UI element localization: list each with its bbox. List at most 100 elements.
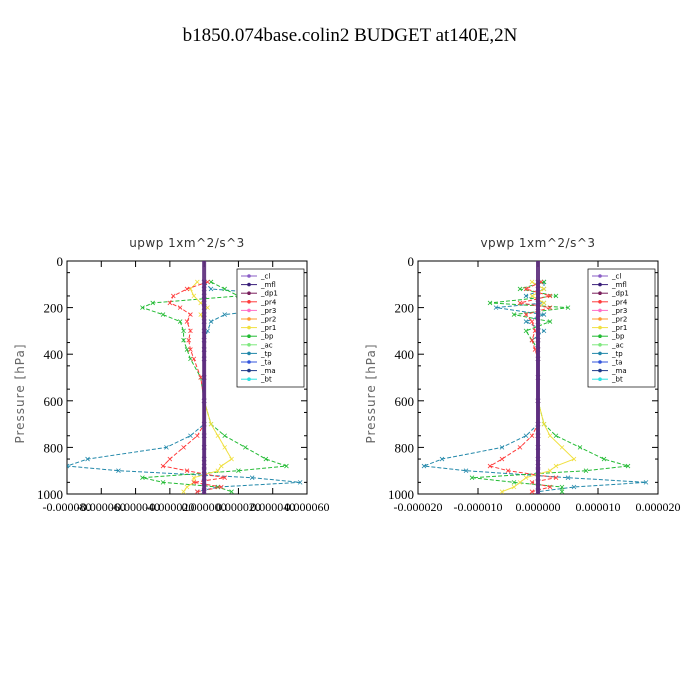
data-point bbox=[547, 433, 553, 439]
data-point bbox=[208, 421, 214, 427]
data-point bbox=[559, 484, 565, 490]
data-point bbox=[511, 480, 517, 485]
data-point bbox=[517, 480, 523, 485]
data-point bbox=[177, 319, 183, 324]
data-point bbox=[559, 445, 565, 450]
data-point bbox=[499, 489, 505, 494]
x-tick-label: -0.000020 bbox=[394, 500, 443, 514]
data-point bbox=[529, 489, 535, 494]
data-point bbox=[565, 305, 571, 310]
data-point bbox=[205, 279, 210, 285]
series-line bbox=[488, 281, 557, 493]
data-point bbox=[541, 328, 547, 334]
data-point bbox=[184, 484, 190, 490]
data-point bbox=[499, 456, 505, 462]
data-point bbox=[601, 456, 607, 462]
x-tick-label: -0.000080 bbox=[43, 500, 92, 514]
data-point bbox=[547, 484, 553, 490]
data-point bbox=[249, 475, 255, 480]
data-point bbox=[553, 293, 559, 299]
data-point bbox=[167, 456, 173, 462]
legend-marker bbox=[247, 291, 251, 296]
plot-frame bbox=[66, 260, 308, 495]
data-point bbox=[222, 433, 227, 439]
data-point bbox=[198, 375, 203, 380]
legend: _cl_mfl_dp1_pr4_pr3_pr2_pr1_bp_ac_tp_ta_… bbox=[587, 268, 656, 388]
data-point bbox=[160, 312, 166, 317]
data-point bbox=[222, 312, 227, 317]
legend-marker bbox=[598, 334, 602, 339]
data-point bbox=[529, 293, 535, 299]
panel-vpwp: vpwp 1xm^2/s^3 0 200 400 600 800 1000-0.000020… bbox=[364, 236, 681, 514]
data-point bbox=[553, 463, 559, 469]
y-tick-label: 600 bbox=[395, 394, 415, 409]
data-point bbox=[150, 300, 155, 306]
y-tick-label: 200 bbox=[395, 301, 415, 316]
plot-area bbox=[421, 261, 649, 494]
data-point bbox=[198, 300, 203, 306]
data-point bbox=[188, 356, 193, 362]
legend-entry: _ma bbox=[611, 367, 627, 375]
legend-entry: _bt bbox=[260, 376, 272, 384]
legend-entry: _ta bbox=[260, 359, 272, 367]
legend-entry: _ma bbox=[260, 367, 276, 375]
x-tick-label: 0.000000 bbox=[516, 500, 561, 514]
legend-marker bbox=[598, 325, 602, 330]
data-point bbox=[529, 480, 535, 485]
x-tick-label: 0.000040 bbox=[250, 500, 295, 514]
data-point bbox=[523, 286, 529, 292]
y-tick-label: 400 bbox=[395, 347, 415, 362]
data-point bbox=[188, 347, 193, 352]
legend-entry: _pr4 bbox=[260, 298, 277, 306]
legend-marker bbox=[598, 274, 602, 278]
x-tick-label: -0.000020 bbox=[145, 500, 194, 514]
data-point bbox=[181, 337, 186, 343]
legend-entry: _ac bbox=[611, 341, 624, 349]
data-point bbox=[191, 293, 197, 299]
data-point bbox=[181, 328, 186, 334]
data-point bbox=[529, 279, 535, 285]
data-point bbox=[208, 319, 214, 324]
x-tick-label: -0.000010 bbox=[454, 500, 503, 514]
legend-entry: _pr2 bbox=[260, 316, 276, 324]
data-point bbox=[553, 433, 559, 439]
legend-entry: _cl bbox=[260, 273, 270, 281]
legend-marker bbox=[598, 291, 602, 296]
x-tick-label: -0.000040 bbox=[111, 500, 160, 514]
data-point bbox=[181, 445, 186, 450]
data-point bbox=[188, 328, 193, 334]
data-point bbox=[511, 484, 517, 490]
data-point bbox=[511, 312, 517, 317]
data-point bbox=[517, 286, 523, 292]
data-point bbox=[523, 293, 529, 299]
data-point bbox=[191, 475, 197, 480]
data-point bbox=[523, 328, 529, 334]
data-point bbox=[523, 433, 529, 439]
legend-marker bbox=[247, 343, 251, 347]
data-point bbox=[160, 480, 166, 485]
legend-marker bbox=[598, 282, 602, 287]
data-point bbox=[205, 328, 210, 334]
legend-entry: _pr1 bbox=[260, 324, 276, 332]
data-point bbox=[184, 319, 190, 324]
data-point bbox=[499, 445, 505, 450]
legend-marker bbox=[247, 274, 251, 278]
data-point bbox=[547, 293, 553, 299]
data-point bbox=[559, 489, 565, 494]
data-point bbox=[171, 293, 176, 299]
data-point bbox=[529, 433, 535, 439]
data-point bbox=[571, 484, 577, 490]
y-tick-label: 1000 bbox=[388, 487, 414, 502]
legend-marker bbox=[247, 360, 251, 364]
data-point bbox=[243, 445, 248, 450]
legend-marker bbox=[247, 368, 251, 373]
data-point bbox=[208, 286, 214, 292]
y-tick-label: 0 bbox=[57, 254, 64, 269]
data-point bbox=[191, 480, 197, 485]
figure-title: b1850.074base.colin2 BUDGET at140E,2N bbox=[183, 25, 518, 46]
y-tick-label: 800 bbox=[395, 440, 415, 455]
y-tick-label: 400 bbox=[44, 347, 64, 362]
series-pr1 bbox=[181, 279, 234, 494]
legend-marker bbox=[247, 325, 251, 330]
